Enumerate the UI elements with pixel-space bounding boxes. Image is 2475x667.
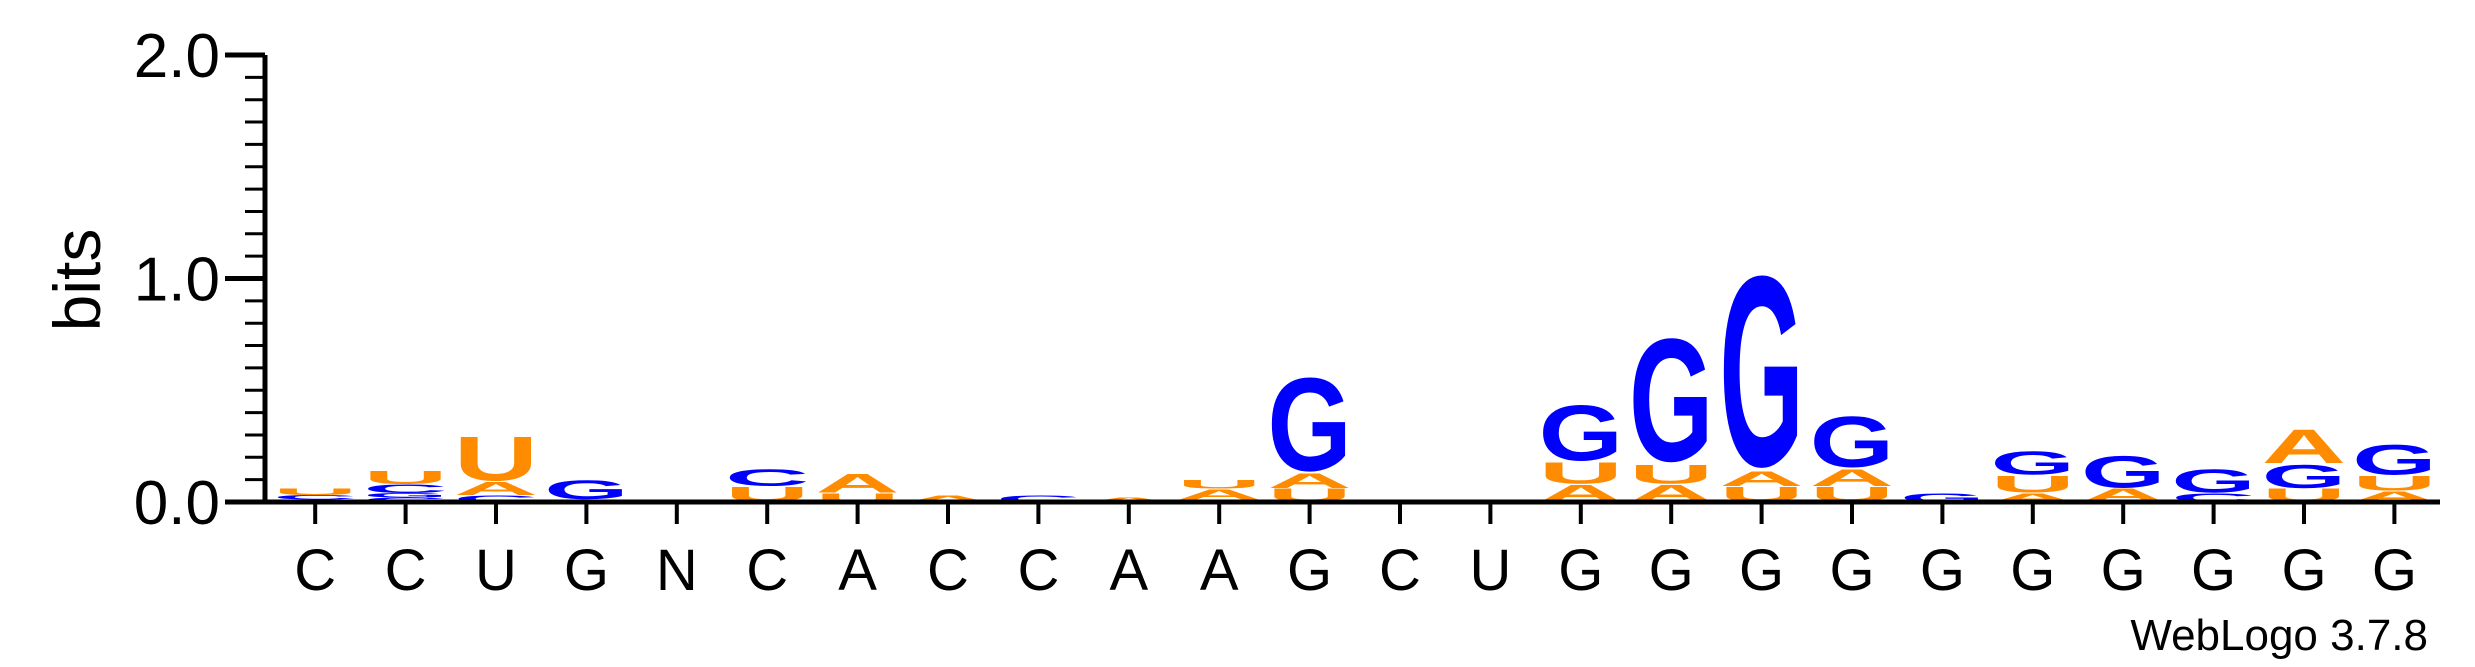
svg-text:U: U	[2352, 471, 2436, 495]
logo-letter: C	[454, 494, 538, 504]
svg-text:G: G	[1539, 390, 1623, 478]
logo-letter: G	[2081, 447, 2165, 498]
svg-text:U: U	[1177, 477, 1261, 491]
y-tick-label: 2.0	[134, 22, 220, 91]
x-tick-label: C	[385, 538, 427, 603]
logo-letter: U	[273, 487, 357, 497]
x-tick-label: U	[1469, 538, 1511, 603]
x-tick-label: G	[1558, 538, 1603, 603]
svg-text:G: G	[2262, 458, 2346, 495]
x-tick-label: A	[1200, 538, 1239, 603]
svg-text:A: A	[1719, 467, 1803, 491]
x-tick-label: G	[2191, 538, 2236, 603]
logo-letter: C	[363, 482, 447, 496]
svg-text:C: C	[273, 494, 357, 501]
weblogo-credit: WebLogo 3.7.8	[2130, 611, 2428, 660]
logo-letter: G	[2262, 458, 2346, 495]
x-tick-label: A	[1109, 538, 1148, 603]
svg-text:U: U	[1991, 471, 2075, 498]
x-tick-label: C	[746, 538, 788, 603]
logo-letter: C	[996, 494, 1080, 504]
x-tick-label: G	[1739, 538, 1784, 603]
svg-text:A: A	[906, 494, 990, 504]
x-tick-label: G	[1829, 538, 1874, 603]
logo-letter: A	[906, 494, 990, 504]
x-tick-label: N	[656, 538, 698, 603]
logo-letter: U	[2352, 471, 2436, 495]
x-tick-label: G	[1920, 538, 1965, 603]
svg-text:C: C	[454, 494, 538, 504]
y-tick-label: 0.0	[134, 469, 220, 538]
logo-letter: G	[1991, 444, 2075, 481]
logo-letter: G	[1267, 350, 1351, 499]
x-tick-label: C	[1017, 538, 1059, 603]
svg-text:G: G	[1267, 350, 1351, 499]
svg-text:G: G	[1810, 401, 1894, 483]
x-tick-label: G	[2101, 538, 2146, 603]
logo-letter: U	[1629, 459, 1713, 489]
x-tick-label: G	[2372, 538, 2417, 603]
logo-letter: U	[1177, 477, 1261, 491]
logo-letter: A	[2262, 419, 2346, 473]
logo-glyphs: ACUCGCUCAUAGUCUAACACAUUAGAUGAUGUAGUAGGAU…	[273, 220, 2437, 523]
logo-letter: G	[363, 492, 447, 499]
svg-text:A: A	[454, 478, 538, 498]
logo-letter: A	[1267, 469, 1351, 493]
svg-text:U: U	[273, 487, 357, 497]
x-tick-label: C	[294, 538, 336, 603]
logo-letter: G	[1539, 390, 1623, 478]
logo-letter: A	[1719, 467, 1803, 491]
x-tick-label: C	[1379, 538, 1421, 603]
logo-letter: G	[1810, 401, 1894, 483]
svg-text:G: G	[1719, 220, 1803, 523]
svg-text:A: A	[2262, 419, 2346, 473]
svg-text:G: G	[1629, 302, 1713, 498]
y-tick-label: 1.0	[134, 246, 220, 315]
logo-letter: A	[815, 468, 899, 498]
logo-letter: U	[454, 423, 538, 494]
logo-letter: G	[2352, 436, 2436, 483]
logo-letter: U	[1539, 457, 1623, 491]
svg-text:G: G	[1991, 444, 2075, 481]
x-tick-label: U	[475, 538, 517, 603]
svg-text:C: C	[996, 494, 1080, 504]
logo-letter: U	[1991, 471, 2075, 498]
y-axis-ticks: 0.0 1.0 2.0	[134, 22, 265, 538]
logo-letter: U	[363, 467, 447, 487]
logo-letter: G	[1629, 302, 1713, 498]
svg-text:G: G	[363, 492, 447, 499]
x-tick-label: G	[1649, 538, 1694, 603]
svg-text:A: A	[815, 468, 899, 498]
logo-letter: A	[1810, 464, 1894, 491]
svg-text:A: A	[1177, 486, 1261, 503]
svg-text:C: C	[363, 482, 447, 496]
svg-text:G: G	[2352, 436, 2436, 483]
x-tick-label: A	[838, 538, 877, 603]
x-tick-label: G	[2010, 538, 2055, 603]
svg-text:G: G	[2081, 447, 2165, 498]
logo-letter: C	[725, 464, 809, 491]
svg-text:U: U	[454, 423, 538, 494]
x-tick-label: G	[2281, 538, 2326, 603]
logo-letter: C	[273, 494, 357, 501]
svg-text:U: U	[1539, 457, 1623, 491]
y-axis-label: bits	[40, 229, 114, 332]
svg-text:C: C	[725, 464, 809, 491]
x-tick-label: C	[927, 538, 969, 603]
logo-letter: G	[2171, 462, 2255, 499]
logo-letter: G	[1719, 220, 1803, 523]
svg-text:A: A	[1267, 469, 1351, 493]
x-tick-label: G	[564, 538, 609, 603]
svg-text:A: A	[1810, 464, 1894, 491]
x-tick-label: G	[1287, 538, 1332, 603]
logo-letter: A	[1177, 486, 1261, 503]
svg-text:G: G	[2171, 462, 2255, 499]
svg-text:U: U	[363, 467, 447, 487]
logo-letter: A	[454, 478, 538, 498]
svg-text:U: U	[1629, 459, 1713, 489]
